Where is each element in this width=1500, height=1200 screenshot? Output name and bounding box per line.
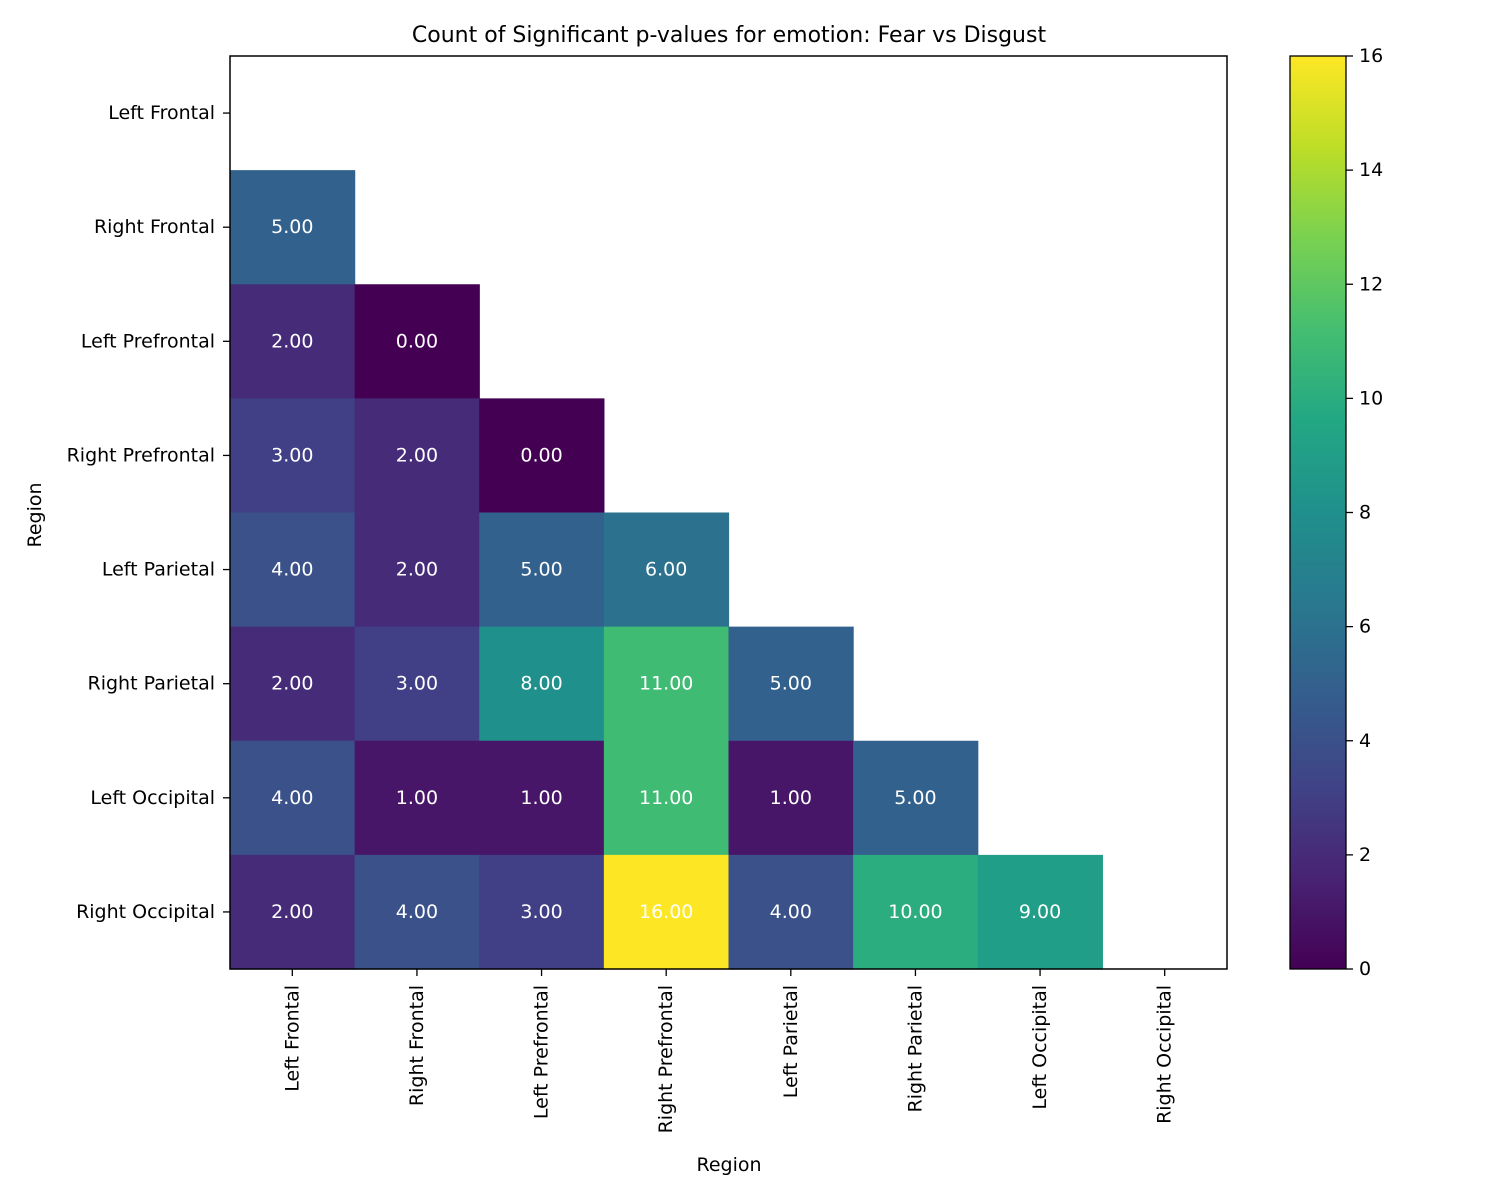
cell-value-label: 10.00 [888,901,942,923]
heatmap-cell [230,284,356,399]
cell-value-label: 4.00 [271,787,313,809]
colorbar-tick-label: 16 [1359,45,1383,67]
x-tick-label: Left Prefrontal [531,985,553,1119]
x-axis-label: Region [696,1154,761,1176]
colorbar-tick-label: 4 [1359,730,1371,752]
cell-value-label: 5.00 [520,559,562,581]
cell-value-label: 2.00 [271,330,313,352]
cell-value-label: 5.00 [770,673,812,695]
x-tick-label: Right Frontal [406,985,428,1106]
chart-title: Count of Significant p-values for emotio… [412,23,1047,48]
colorbar-gradient [1289,55,1347,970]
heatmap-cell [479,512,605,628]
x-axis-ticks: Left Frontal Right Frontal Left Prefrontal… [281,969,1176,1133]
heatmap-cell [354,512,480,628]
heatmap-cell [603,740,730,856]
y-tick-label: Right Parietal [88,673,215,695]
heatmap-cell [354,854,480,970]
y-axis-ticks: Left Frontal Right Frontal Left Prefrontal… [67,102,230,923]
cell-value-label: 1.00 [770,787,812,809]
colorbar-tick-label: 0 [1359,958,1371,980]
heatmap-cell [230,626,356,742]
heatmap-cell [728,854,854,970]
y-tick-label: Left Occipital [90,787,215,809]
cell-value-label: 5.00 [894,787,936,809]
heatmap-cell [853,854,979,970]
colorbar-tick-label: 12 [1359,273,1383,295]
colorbar-tick-label: 10 [1359,387,1383,409]
cell-value-label: 3.00 [396,673,438,695]
heatmap-cell [603,626,730,742]
colorbar-tick-label: 6 [1359,616,1371,638]
heatmap-cell [479,740,605,856]
cell-value-label: 2.00 [396,559,438,581]
heatmap-cell [853,740,979,856]
cell-value-label: 9.00 [1019,901,1061,923]
heatmap-cell [354,398,480,514]
heatmap-cell [230,398,356,514]
y-tick-label: Right Occipital [76,901,215,923]
cell-value-label: 3.00 [271,444,313,466]
x-tick-label: Right Prefrontal [655,985,677,1133]
x-tick-label: Left Occipital [1029,985,1051,1110]
colorbar-tick-label: 14 [1359,159,1383,181]
cell-value-label: 0.00 [520,444,562,466]
cell-value-label: 2.00 [271,901,313,923]
x-tick-label: Right Occipital [1154,985,1176,1124]
colorbar-tick-label: 2 [1359,844,1371,866]
heatmap-cell [479,398,605,514]
cell-value-label: 6.00 [645,559,687,581]
cell-value-label: 2.00 [396,444,438,466]
heatmap-cells: 5.00 2.00 0.00 3.00 2.00 0.00 4.00 2.00 5.00 6.00… [230,170,1103,970]
heatmap-cell [977,854,1103,970]
cell-value-label: 11.00 [639,673,693,695]
cell-value-label: 1.00 [520,787,562,809]
y-tick-label: Right Prefrontal [67,444,215,466]
heatmap-cell [728,626,854,742]
y-tick-label: Left Frontal [108,102,215,124]
x-tick-label: Left Parietal [780,985,802,1098]
heatmap-cell [230,170,356,285]
heatmap-cell [603,854,730,970]
x-tick-label: Left Frontal [281,985,303,1092]
cell-value-label: 11.00 [639,787,693,809]
colorbar-tick-label: 8 [1359,502,1371,524]
heatmap-cell [230,740,356,856]
heatmap-cell [728,740,854,856]
cell-value-label: 3.00 [520,901,562,923]
cell-value-label: 4.00 [396,901,438,923]
cell-value-label: 16.00 [639,901,693,923]
y-tick-label: Right Frontal [94,216,215,238]
y-axis-label: Region [24,482,46,547]
heatmap-cell [354,626,480,742]
cell-value-label: 2.00 [271,673,313,695]
cell-value-label: 1.00 [396,787,438,809]
cell-value-label: 4.00 [770,901,812,923]
cell-value-label: 0.00 [396,330,438,352]
heatmap-cell [354,740,480,856]
y-tick-label: Left Prefrontal [81,330,215,352]
heatmap-cell [230,854,356,970]
x-tick-label: Right Parietal [904,985,926,1112]
heatmap-cell [603,512,730,628]
colorbar: 0 2 4 6 8 10 12 14 16 [1289,45,1383,980]
heatmap-cell [354,284,480,399]
cell-value-label: 8.00 [520,673,562,695]
cell-value-label: 4.00 [271,559,313,581]
heatmap-cell [479,626,605,742]
heatmap-cell [479,854,605,970]
heatmap-cell [230,512,356,628]
cell-value-label: 5.00 [271,216,313,238]
y-tick-label: Left Parietal [102,559,215,581]
plot-frame [229,55,1228,970]
